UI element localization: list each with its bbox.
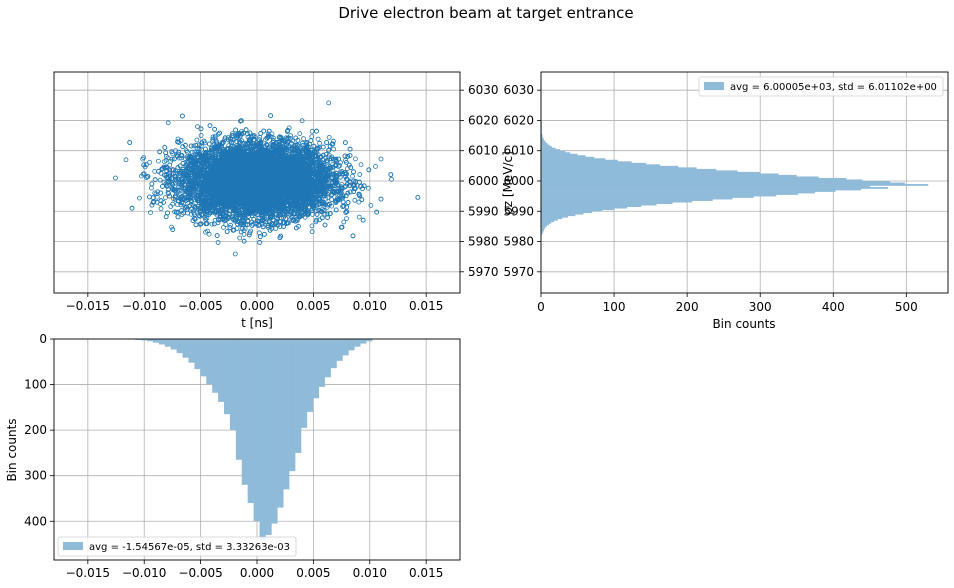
scatter-point [310,211,316,217]
scatter-point [373,163,378,169]
scatter-point [148,210,153,216]
scatter-point [352,197,358,203]
scatter-point [157,177,163,183]
scatter-point [155,158,161,164]
scatter-point [358,183,364,189]
scatter-point [338,160,343,166]
figure-title: Drive electron beam at target entrance [338,4,633,22]
scatter-point [215,216,221,222]
scatter-point [237,235,243,241]
scatter-grid [54,72,460,293]
scatter-point [191,143,197,149]
scatter-point [230,216,236,222]
scatter-point [315,136,321,142]
scatter-point [352,156,358,162]
scatter-point [194,137,200,143]
scatter-point [169,224,175,230]
scatter-point [113,175,118,181]
scatter-point [162,195,168,201]
scatter-point [174,209,179,215]
scatter-point [317,140,323,146]
scatter-point [297,131,303,137]
scatter-point [147,159,153,165]
scatter-point [389,176,394,182]
scatter-point [365,185,371,191]
scatter-points [113,100,421,257]
scatter-point [215,240,221,245]
scatter-point [331,146,337,152]
scatter-point [323,151,329,157]
scatter-point [144,174,150,180]
scatter-point [356,214,362,220]
scatter-point [198,133,204,138]
scatter-point [232,251,238,257]
scatter-point [344,216,349,222]
scatter-point [158,206,164,212]
scatter-point [299,118,305,124]
scatter-point [178,155,184,161]
scatter-point [273,226,279,231]
scatter-panel: −0.015 −0.010 −0.005 0.000 0.005 0.010 0.01559… [53,71,499,330]
scatter-point [123,157,129,163]
